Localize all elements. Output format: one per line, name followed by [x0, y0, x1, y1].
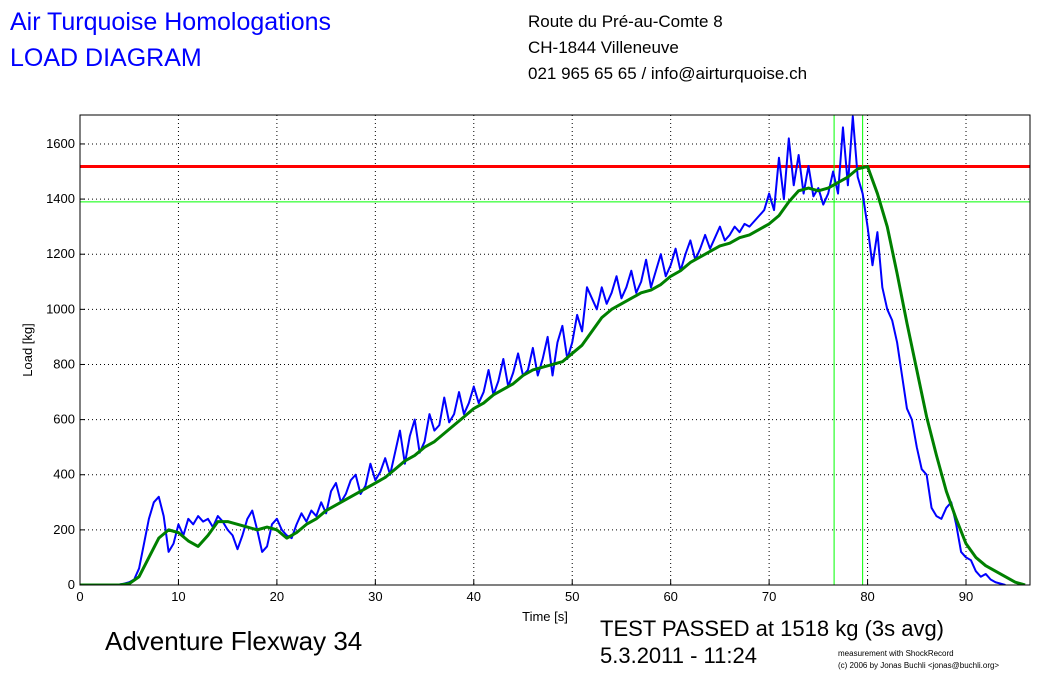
address-line: Route du Pré-au-Comte 8	[528, 12, 723, 31]
credit: (c) 2006 by Jonas Buchli <jonas@buchli.o…	[838, 661, 999, 670]
y-tick-label: 400	[53, 467, 75, 482]
y-tick-label: 1000	[46, 301, 75, 316]
credit: measurement with ShockRecord	[838, 649, 954, 658]
plot-background	[80, 115, 1030, 585]
x-axis-label: Time [s]	[522, 609, 568, 624]
address-line: 021 965 65 65 / info@airturquoise.ch	[528, 64, 807, 83]
load-line	[80, 165, 1026, 585]
y-tick-label: 800	[53, 356, 75, 371]
load-line	[80, 115, 1006, 585]
glider-name: Adventure Flexway 34	[105, 626, 362, 656]
x-tick-label: 70	[762, 589, 776, 604]
address-line: CH-1844 Villeneuve	[528, 38, 679, 57]
y-tick-label: 600	[53, 412, 75, 427]
x-tick-label: 90	[959, 589, 973, 604]
test-date: 5.3.2011 - 11:24	[600, 643, 757, 668]
y-tick-label: 200	[53, 522, 75, 537]
subtitle: LOAD DIAGRAM	[10, 44, 202, 72]
title: Air Turquoise Homologations	[10, 8, 331, 36]
x-tick-label: 40	[467, 589, 481, 604]
y-tick-label: 1400	[46, 191, 75, 206]
y-tick-label: 1200	[46, 246, 75, 261]
y-tick-label: 1600	[46, 136, 75, 151]
y-tick-label: 0	[68, 577, 75, 592]
plot-frame	[79, 114, 1031, 586]
x-tick-label: 60	[663, 589, 677, 604]
x-tick-label: 10	[171, 589, 185, 604]
x-tick-label: 80	[860, 589, 874, 604]
x-tick-label: 0	[76, 589, 83, 604]
x-tick-label: 30	[368, 589, 382, 604]
test-result: TEST PASSED at 1518 kg (3s avg)	[600, 616, 944, 641]
x-tick-label: 50	[565, 589, 579, 604]
y-axis-label: Load [kg]	[20, 323, 35, 377]
x-tick-label: 20	[270, 589, 284, 604]
plot-area	[80, 115, 1030, 585]
